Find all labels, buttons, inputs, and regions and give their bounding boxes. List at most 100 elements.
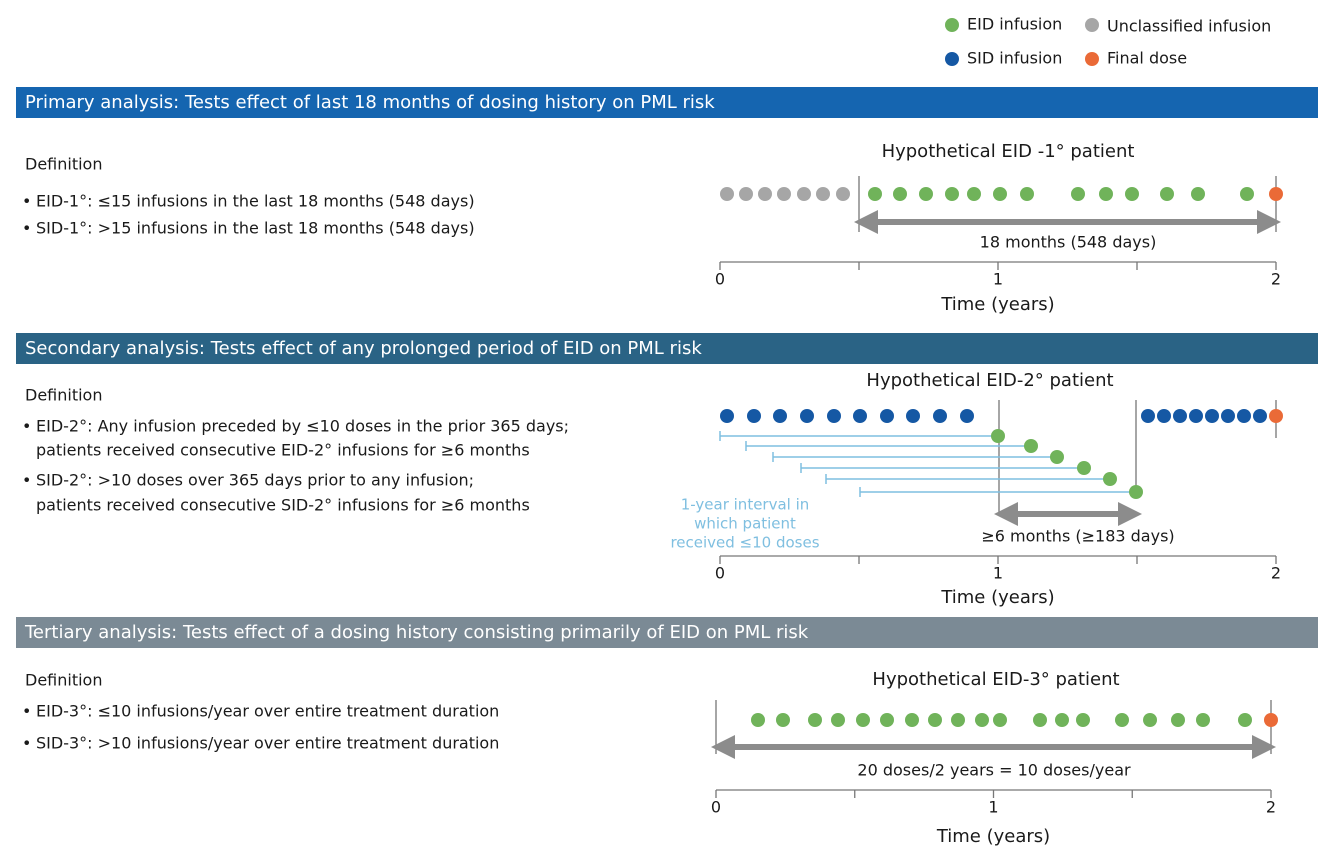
- infusion-dot: [993, 187, 1007, 201]
- diagram-title: Hypothetical EID -1° patient: [882, 141, 1135, 162]
- infusion-dot: [1189, 409, 1203, 423]
- infusion-dot: [776, 713, 790, 727]
- legend-label: Final dose: [1107, 49, 1187, 68]
- legend-swatch: [945, 18, 959, 32]
- legend-label: EID infusion: [967, 15, 1062, 34]
- infusion-dot: [906, 409, 920, 423]
- diagram-marks: 0 1 2 Time (years) 0 1 2 Time (years) 0 1 2 Time (y…: [711, 187, 1283, 847]
- infusion-dot: [831, 713, 845, 727]
- infusion-dot: [808, 713, 822, 727]
- axis-tick-label: 1: [993, 270, 1003, 289]
- bullet: •: [22, 471, 31, 490]
- infusion-dot: [1191, 187, 1205, 201]
- infusion-dot: [1269, 187, 1283, 201]
- infusion-dot: [1125, 187, 1139, 201]
- infusion-dot: [1253, 409, 1267, 423]
- infusion-dot: [853, 409, 867, 423]
- infusion-dot: [1237, 409, 1251, 423]
- infusion-dot: [758, 187, 772, 201]
- infusion-dot: [1160, 187, 1174, 201]
- bullet-text: SID-1°: >15 infusions in the last 18 mon…: [36, 219, 475, 238]
- infusion-dot: [1115, 713, 1129, 727]
- bullet-text: EID-1°: ≤15 infusions in the last 18 mon…: [36, 192, 475, 211]
- infusion-dot: [1055, 713, 1069, 727]
- definition-label: Definition: [25, 155, 102, 174]
- section-bar: [16, 617, 1318, 648]
- infusion-dot: [991, 429, 1005, 443]
- infusion-dot: [747, 409, 761, 423]
- axis-tick-label: 0: [715, 270, 725, 289]
- infusion-dot: [919, 187, 933, 201]
- infusion-dot: [1077, 461, 1091, 475]
- infusion-dot: [1033, 713, 1047, 727]
- axis-tick-label: 0: [715, 564, 725, 583]
- axis-tick-label: 0: [711, 798, 721, 817]
- arrow-label: 18 months (548 days): [980, 233, 1157, 252]
- infusion-dot: [1238, 713, 1252, 727]
- infusion-dot: [1071, 187, 1085, 201]
- infusion-dot: [1020, 187, 1034, 201]
- axis-tick-label: 1: [988, 798, 998, 817]
- annotation: 1-year interval in: [681, 496, 810, 514]
- bullet: •: [22, 702, 31, 721]
- infusion-dot: [1024, 439, 1038, 453]
- infusion-dot: [1099, 187, 1113, 201]
- infusion-dot: [1103, 472, 1117, 486]
- infusion-dot: [905, 713, 919, 727]
- infusion-dot: [816, 187, 830, 201]
- infusion-dot: [1205, 409, 1219, 423]
- infusion-dot: [1269, 409, 1283, 423]
- diagram-title: Hypothetical EID-2° patient: [866, 370, 1113, 391]
- bullet-text: patients received consecutive SID-2° inf…: [36, 496, 530, 515]
- infusion-dot: [880, 713, 894, 727]
- infusion-dot: [1196, 713, 1210, 727]
- infusion-dot: [827, 409, 841, 423]
- axis-tick-label: 2: [1271, 564, 1281, 583]
- bullet-text: patients received consecutive EID-2° inf…: [36, 441, 530, 460]
- section-bar: [16, 87, 1318, 118]
- infusion-dot: [993, 713, 1007, 727]
- axis-tick-label: 1: [993, 564, 1003, 583]
- definition-label: Definition: [25, 671, 102, 690]
- infusion-dot: [739, 187, 753, 201]
- infusion-dot: [975, 713, 989, 727]
- legend-swatch: [1085, 52, 1099, 66]
- bullet: •: [22, 192, 31, 211]
- infusion-dot: [928, 713, 942, 727]
- infusion-dot: [951, 713, 965, 727]
- bullet-text: EID-2°: Any infusion preceded by ≤10 dos…: [36, 417, 569, 436]
- infusion-dot: [1129, 485, 1143, 499]
- infusion-dot: [1221, 409, 1235, 423]
- axis-label: Time (years): [940, 587, 1054, 608]
- infusion-dot: [751, 713, 765, 727]
- infusion-dot: [856, 713, 870, 727]
- infusion-dot: [880, 409, 894, 423]
- definition-label: Definition: [25, 386, 102, 405]
- infusion-dot: [797, 187, 811, 201]
- infusion-dot: [933, 409, 947, 423]
- infusion-dot: [720, 187, 734, 201]
- section-header: Secondary analysis: Tests effect of any …: [25, 338, 702, 359]
- arrow-label: 20 doses/2 years = 10 doses/year: [857, 761, 1131, 780]
- legend-label: Unclassified infusion: [1107, 17, 1271, 36]
- annotation: which patient: [694, 515, 796, 533]
- infusion-dot: [960, 409, 974, 423]
- infusion-dot: [1050, 450, 1064, 464]
- section-bar: [16, 333, 1318, 364]
- bullet-text: SID-2°: >10 doses over 365 days prior to…: [36, 471, 474, 490]
- legend-swatch: [1085, 18, 1099, 32]
- infusion-dot: [967, 187, 981, 201]
- infusion-dot: [1240, 187, 1254, 201]
- infusion-dot: [777, 187, 791, 201]
- infusion-dot: [800, 409, 814, 423]
- infusion-dot: [1143, 713, 1157, 727]
- section-header: Tertiary analysis: Tests effect of a dos…: [24, 622, 809, 643]
- section-header: Primary analysis: Tests effect of last 1…: [25, 92, 715, 113]
- infusion-dot: [773, 409, 787, 423]
- infusion-dot: [1141, 409, 1155, 423]
- bullet: •: [22, 219, 31, 238]
- infusion-dot: [720, 409, 734, 423]
- infusion-dot: [1264, 713, 1278, 727]
- infusion-dot: [945, 187, 959, 201]
